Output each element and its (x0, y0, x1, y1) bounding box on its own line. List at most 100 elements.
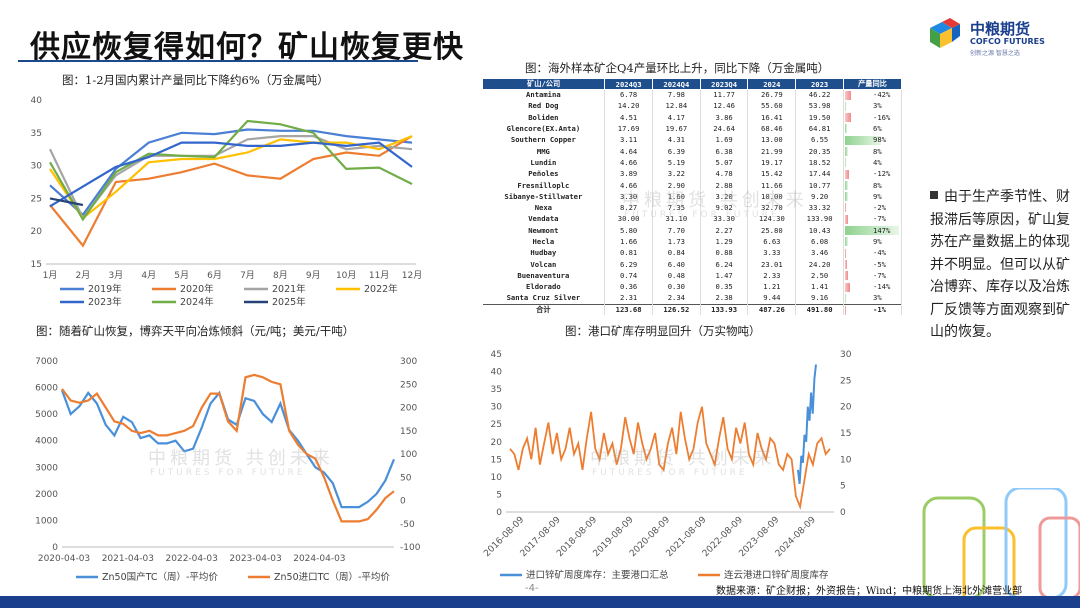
y-right-tick-label: 300 (400, 357, 417, 367)
x-tick-label: 6月 (207, 270, 222, 281)
table-row: Sibanye-Stillwater 3.30 1.60 3.20 10.00 9.20 9… (482, 191, 902, 203)
table-cell: 1.73 (652, 236, 701, 248)
yoy-bar (845, 282, 851, 292)
series-line-2023年 (49, 141, 413, 208)
table-header-cell: 矿山/公司 (481, 78, 606, 90)
table-cell: 3.46 (795, 247, 844, 259)
table-cell: 6.78 (604, 89, 653, 101)
y-left-tick-label: 5000 (35, 410, 58, 420)
table-cell: 6.29 (604, 258, 653, 271)
chart2-title: 图：随着矿山恢复，博弈天平向冶炼倾斜（元/吨；美元/干吨） (36, 324, 355, 338)
table-cell: 68.46 (747, 123, 797, 135)
watermark-en: FUTURES FOR FUTURE (150, 468, 306, 478)
y-left-tick-label: 1000 (35, 516, 58, 526)
table-header-cell: 2023 (795, 78, 844, 90)
chart4-title: 图：港口矿库存明显回升（万实物吨） (565, 324, 761, 338)
table-row: Newmont 5.80 7.70 2.27 25.80 10.43 147% (482, 225, 902, 237)
x-tick-label: 7月 (240, 270, 255, 281)
yoy-bar (845, 135, 881, 145)
yoy-text: -14% (873, 282, 891, 292)
y-left-tick-label: 35 (491, 385, 502, 395)
table-row: Antamina 6.78 7.98 11.77 26.79 46.22 -42% (482, 89, 902, 101)
x-tick-label: 4月 (141, 270, 156, 281)
footer-bar (0, 596, 1080, 608)
table-cell: 8% (843, 179, 902, 192)
table-cell: 147% (843, 225, 902, 237)
legend-label: Zn50国产TC（周）-平均价 (102, 571, 218, 583)
table-cell: 55.60 (747, 100, 797, 113)
table-cell: 5.19 (652, 157, 701, 169)
table-row: Fresnilloplc 4.66 2.90 2.88 11.66 10.77 8% (482, 179, 902, 192)
y-left-tick-label: 25 (491, 420, 502, 430)
table-cell: 0.35 (700, 281, 749, 293)
table-cell: 98% (843, 134, 902, 146)
table-cell: 31.10 (652, 213, 701, 226)
table-cell: 2.31 (604, 292, 653, 305)
table-cell: 0.84 (652, 247, 701, 259)
y-right-tick-label: 5 (840, 482, 846, 492)
yoy-bar (845, 91, 851, 100)
table-cell: 4.66 (604, 179, 653, 192)
table-row: Hecla 1.66 1.73 1.29 6.63 6.08 9% (482, 236, 902, 248)
y-right-tick-label: 10 (840, 455, 852, 465)
company-name-cell: Red Dog (482, 100, 606, 113)
yoy-text: 6% (873, 124, 882, 134)
table-cell: 1.69 (700, 134, 749, 146)
table-row: Nexa 8.27 7.35 9.02 32.70 33.32 -2% (482, 202, 902, 214)
table-cell: 6.39 (652, 145, 701, 158)
table-cell: 1.60 (652, 191, 701, 203)
logo-name-en: COFCO FUTURES (970, 37, 1045, 46)
slide-title: 供应恢复得如何？矿山恢复更快 (30, 30, 464, 65)
watermark-cn-2: 中粮期货 共创未来 (590, 448, 776, 469)
y-left-tick-label: 30 (491, 403, 503, 413)
table-cell: 4.64 (604, 145, 653, 158)
table-row: Buenaventura 0.74 0.48 1.47 2.33 2.50 -7% (482, 270, 902, 282)
table-cell: 124.30 (747, 213, 797, 226)
yoy-bar (845, 237, 849, 247)
table-cell: 6% (843, 123, 902, 135)
chart4-inventory-line-chart: 0510152025303540450510152025302016-08-09… (482, 350, 852, 581)
yoy-bar (845, 101, 847, 111)
chart1-title: 图：1-2月国内累计产量同比下降约6%（万金属吨） (62, 73, 329, 87)
y-left-tick-label: 6000 (35, 384, 58, 394)
table-cell: 123.68 (604, 303, 653, 316)
table-cell: 3.30 (604, 191, 653, 203)
company-name-cell: Antamina (482, 89, 606, 101)
table-cell: 3% (843, 100, 902, 113)
y-right-tick-label: 0 (840, 508, 846, 518)
legend-label: 2023年 (88, 296, 122, 308)
yoy-bar (845, 169, 850, 179)
table-cell: 17.44 (795, 168, 844, 180)
y-right-tick-label: 25 (840, 376, 851, 386)
table-cell: 24.20 (795, 258, 844, 271)
x-tick-label: 2022-04-03 (166, 554, 218, 564)
table-cell: 133.93 (700, 303, 749, 316)
yoy-text: -7% (873, 214, 886, 224)
yoy-text: -12% (873, 169, 891, 179)
title-underline (18, 60, 418, 62)
table-cell: 23.01 (747, 258, 797, 271)
table-row: Lundin 4.66 5.19 5.07 19.17 18.52 4% (482, 157, 902, 169)
table-cell: 15.42 (747, 168, 797, 180)
table-cell: -12% (843, 168, 902, 180)
cofco-logo-icon (930, 18, 960, 48)
x-tick-label: 9月 (306, 270, 321, 281)
yoy-text: -5% (873, 259, 886, 269)
table-cell: 7.70 (652, 225, 701, 237)
chart1-production-line-chart: 15 20 25 30 35 40 1月 2月 3月 4月 5月 6月 7月 8月 9月 10月 11月 12月 2… (31, 96, 423, 308)
company-name-cell: Sibanye-Stillwater (482, 191, 606, 203)
table-cell: 4.78 (700, 168, 749, 180)
table-cell: 20.35 (795, 145, 844, 158)
series-line-2025年 (49, 197, 84, 207)
yoy-text: 4% (873, 157, 882, 167)
table-cell: 0.81 (604, 247, 653, 259)
series-line-2021年 (49, 135, 413, 221)
table-cell: 4.31 (652, 134, 701, 146)
x-tick-label: 8月 (273, 270, 288, 281)
table-cell: 0.48 (652, 270, 701, 282)
table-cell: 3% (843, 292, 902, 305)
table-cell: 16.41 (747, 112, 797, 124)
table-cell: 9.44 (747, 292, 797, 305)
table-cell: 13.00 (747, 134, 797, 146)
y-right-tick-label: 20 (840, 403, 852, 413)
